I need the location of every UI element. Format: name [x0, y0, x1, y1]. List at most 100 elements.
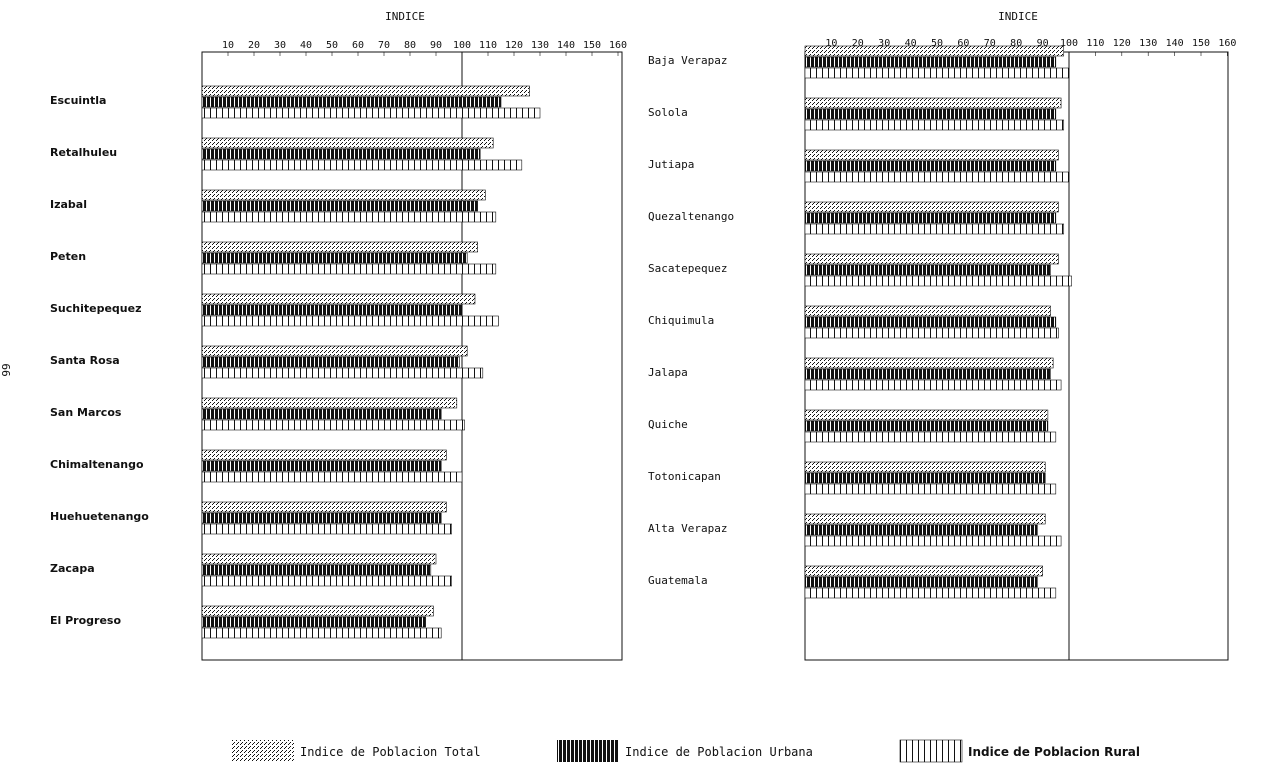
x-tick-label: 70	[378, 40, 390, 51]
bar-urban	[201, 96, 502, 108]
x-tick-label: 40	[905, 38, 917, 49]
bar-rural	[804, 535, 1062, 547]
bar-total	[201, 553, 437, 565]
bar-rural	[201, 263, 497, 275]
bar-rural	[201, 107, 541, 119]
bar-urban	[201, 304, 463, 316]
bar-rural	[804, 327, 1059, 339]
category-label: Totonicapan	[648, 470, 721, 483]
bar-total	[804, 305, 1051, 317]
bar-urban	[201, 512, 442, 524]
bar-urban	[804, 56, 1057, 68]
legend-label-total: Indice de Poblacion Total	[300, 745, 481, 759]
category-label: Chiquimula	[648, 314, 714, 327]
x-tick-label: 80	[1010, 38, 1022, 49]
bar-total	[804, 149, 1059, 161]
bar-total	[804, 409, 1049, 421]
x-tick-label: 100	[453, 40, 471, 51]
category-label: Huehuetenango	[50, 510, 149, 523]
category-label: El Progreso	[50, 614, 121, 627]
category-label: Solola	[648, 106, 688, 119]
bar-rural	[201, 523, 452, 535]
category-label: Baja Verapaz	[648, 54, 727, 67]
x-tick-label: 120	[505, 40, 523, 51]
bar-rural	[201, 419, 465, 431]
bar-total	[804, 253, 1059, 265]
bar-urban	[804, 472, 1046, 484]
legend: Indice de Poblacion Total Indice de Pobl…	[232, 739, 1140, 763]
bar-total	[201, 345, 468, 357]
x-tick-label: 160	[1218, 38, 1236, 49]
category-label: Peten	[50, 250, 86, 263]
category-label: Alta Verapaz	[648, 522, 727, 535]
x-tick-label: 20	[852, 38, 864, 49]
bar-rural	[201, 627, 442, 639]
x-tick-label: 70	[984, 38, 996, 49]
legend-label-urban: Indice de Poblacion Urbana	[625, 745, 813, 759]
bar-rural	[804, 171, 1070, 183]
legend-swatch-total	[232, 740, 294, 762]
bar-urban	[804, 316, 1057, 328]
left-panel: INDICE 10 20 30 40 50 60 70 80 90 100 110 120 130 140 1…	[50, 10, 627, 661]
bar-total	[804, 461, 1046, 473]
panel-title: INDICE	[998, 10, 1038, 23]
bar-total	[201, 293, 476, 305]
bar-rural	[804, 483, 1057, 495]
x-tick-label: 160	[609, 40, 627, 51]
x-tick-label: 130	[1139, 38, 1157, 49]
bar-urban	[201, 616, 426, 628]
category-label: Chimaltenango	[50, 458, 144, 471]
bar-total	[201, 397, 458, 409]
category-label: Quiche	[648, 418, 688, 431]
bar-rural	[804, 275, 1072, 287]
page-number: 99	[0, 363, 13, 376]
bar-rural	[201, 211, 497, 223]
category-label: Escuintla	[50, 94, 106, 107]
bar-rural	[804, 431, 1057, 443]
bar-rural	[201, 575, 452, 587]
x-tick-label: 150	[1192, 38, 1210, 49]
bar-rural	[201, 471, 463, 483]
bar-urban	[804, 264, 1051, 276]
bar-rural	[201, 367, 484, 379]
bar-rural	[804, 119, 1065, 131]
x-tick-label: 60	[352, 40, 364, 51]
x-tick-label: 80	[404, 40, 416, 51]
category-label: Santa Rosa	[50, 354, 120, 367]
x-tick-label: 20	[248, 40, 260, 51]
x-tick-label: 60	[957, 38, 969, 49]
x-tick-label: 10	[222, 40, 234, 51]
bar-total	[804, 201, 1059, 213]
bar-total	[201, 85, 530, 97]
bar-urban	[201, 408, 442, 420]
x-tick-label: 50	[931, 38, 943, 49]
bar-urban	[201, 200, 478, 212]
bar-urban	[201, 148, 481, 160]
bar-total	[804, 97, 1062, 109]
panel-title: INDICE	[385, 10, 425, 23]
x-tick-label: 140	[1166, 38, 1184, 49]
x-tick-label: 10	[825, 38, 837, 49]
bar-total	[201, 189, 486, 201]
category-label: San Marcos	[50, 406, 122, 419]
category-label: Zacapa	[50, 562, 95, 575]
legend-label-rural: Indice de Poblacion Rural	[968, 745, 1140, 759]
category-label: Jutiapa	[648, 158, 694, 171]
bar-rural	[804, 587, 1057, 599]
x-tick-label: 50	[326, 40, 338, 51]
bar-total	[201, 449, 447, 461]
legend-swatch-rural	[899, 739, 963, 763]
x-tick-label: 30	[878, 38, 890, 49]
bar-urban	[201, 252, 468, 264]
x-tick-label: 40	[300, 40, 312, 51]
bar-total	[201, 605, 434, 617]
bar-rural	[804, 67, 1070, 79]
bar-total	[804, 565, 1043, 577]
right-panel: INDICE 10 20 30 40 50 60 70 80 90 100 110 120 130 140 1…	[648, 10, 1236, 661]
bar-rural	[201, 315, 499, 327]
category-label: Jalapa	[648, 366, 688, 379]
bar-urban	[804, 160, 1057, 172]
category-label: Sacatepequez	[648, 262, 727, 275]
bar-total	[201, 137, 494, 149]
